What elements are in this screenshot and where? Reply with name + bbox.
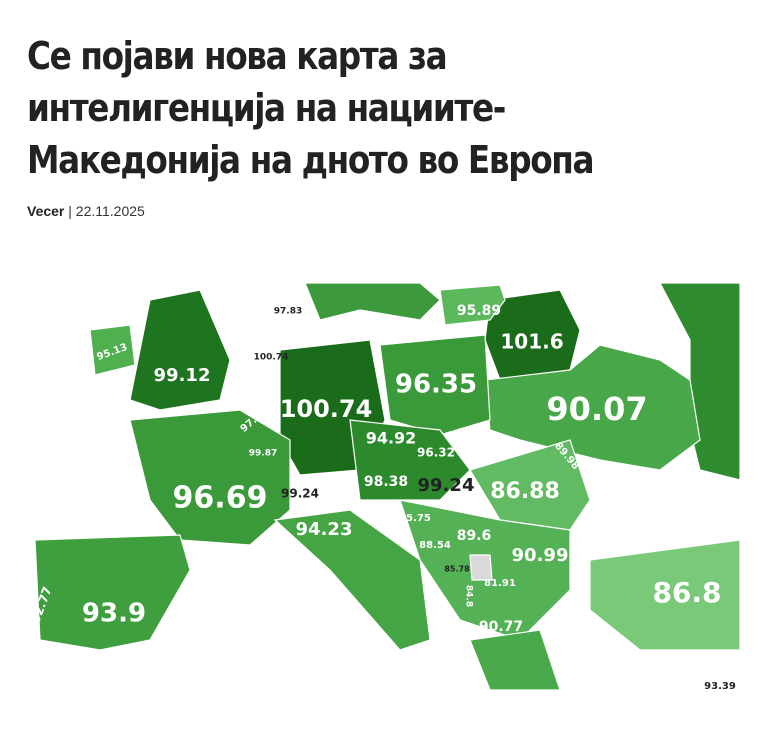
byline: Vecer | 22.11.2025 <box>27 203 145 219</box>
kosovo <box>469 554 493 581</box>
map-label: 96.32 <box>417 446 455 460</box>
map-label: 90.99 <box>512 545 569 566</box>
map-label: 99.24 <box>418 475 475 496</box>
france <box>129 409 291 546</box>
baltics <box>439 284 506 326</box>
uk <box>129 289 231 411</box>
scandinavia <box>304 282 441 321</box>
article-title: Се појави нова карта за интелигенција на… <box>27 34 595 182</box>
map-label: 81.91 <box>484 578 516 589</box>
russia <box>659 282 741 481</box>
separator: | <box>68 203 72 219</box>
romania <box>469 439 591 531</box>
map-label: 89.6 <box>457 528 492 544</box>
map-label: 94.23 <box>296 519 353 540</box>
map-label: 99.87 <box>249 449 277 459</box>
ireland <box>89 324 136 376</box>
source: Vecer <box>27 203 65 219</box>
italy <box>273 509 431 651</box>
map-label: 98.38 <box>364 474 408 490</box>
date: 22.11.2025 <box>75 203 145 219</box>
map-label: 100.74 <box>280 395 373 423</box>
central <box>349 419 471 501</box>
map-label: 93.39 <box>704 681 736 692</box>
map-label: 90.77 <box>479 619 523 635</box>
map-label: 85.78 <box>444 565 470 574</box>
map-label: 96.69 <box>173 481 268 516</box>
countries <box>34 282 741 691</box>
ukraine <box>484 344 701 471</box>
poland <box>379 334 491 436</box>
map-label: 88.54 <box>419 540 451 551</box>
map-label: 95.75 <box>399 513 431 524</box>
greece <box>469 629 561 691</box>
map-label: 97.83 <box>274 307 302 317</box>
map-label: 101.6 <box>500 330 563 354</box>
map-label: 90.07 <box>546 390 647 428</box>
map-label: 96.35 <box>395 370 477 400</box>
map-label: 99.24 <box>281 487 319 501</box>
map-label: 93.9 <box>82 599 146 629</box>
map-label: 98.6 <box>374 507 396 517</box>
map-label: 86.8 <box>652 576 721 609</box>
map-label: 86.88 <box>490 479 560 504</box>
map-label: 94.92 <box>366 429 417 448</box>
map-label: 99.12 <box>154 365 211 386</box>
map-label: 100.74 <box>254 353 289 363</box>
turkey <box>589 539 741 651</box>
map-label: 84.8 <box>464 585 474 607</box>
map-label: 95.89 <box>457 303 501 319</box>
iberia <box>34 534 191 651</box>
